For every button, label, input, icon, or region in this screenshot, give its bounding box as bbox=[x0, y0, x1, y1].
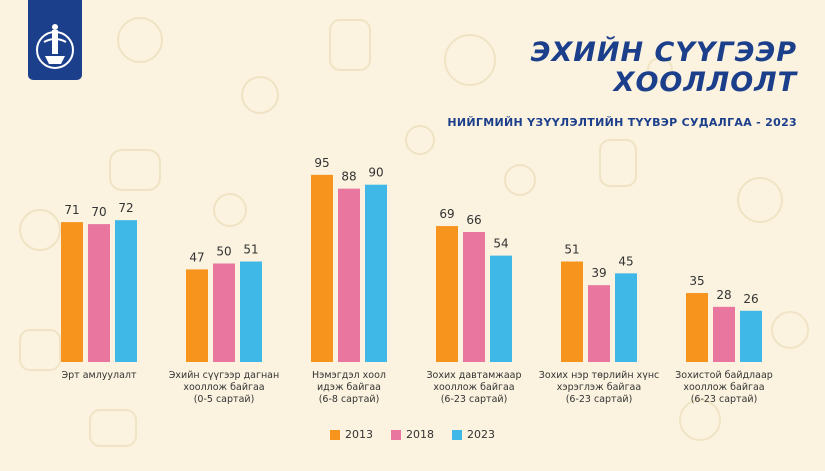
data-label-2023-cat6: 26 bbox=[743, 292, 758, 306]
category-label-3-line3: (6-8 сартай) bbox=[319, 394, 380, 405]
bar-2018-cat6 bbox=[713, 306, 735, 362]
data-label-2023-cat5: 45 bbox=[618, 254, 633, 268]
category-label-4-line3: (6-23 сартай) bbox=[441, 394, 508, 405]
legend-item-2013: 2013 bbox=[330, 428, 373, 441]
category-label-3-line1: Нэмэгдэл хоол bbox=[312, 370, 386, 381]
logo-badge bbox=[28, 0, 82, 80]
bar-2023-cat6 bbox=[740, 310, 762, 362]
bar-2018-cat5 bbox=[588, 285, 610, 362]
bar-2023-cat3 bbox=[365, 184, 387, 362]
data-label-2013-cat1: 71 bbox=[64, 203, 79, 217]
data-label-2023-cat1: 72 bbox=[118, 201, 133, 215]
category-label-4-line2: хооллож байгаа bbox=[433, 382, 514, 393]
legend-label-2018: 2018 bbox=[406, 428, 434, 441]
state-emblem-icon bbox=[36, 24, 74, 69]
title-line-2: ХООЛЛОЛТ bbox=[613, 67, 797, 98]
page-title: ЭХИЙН СҮҮГЭЭР ХООЛЛОЛТ bbox=[377, 38, 797, 98]
bar-2018-cat4 bbox=[463, 231, 485, 362]
bar-2013-cat1 bbox=[61, 222, 83, 362]
legend-label-2023: 2023 bbox=[467, 428, 495, 441]
bar-2013-cat3 bbox=[311, 174, 333, 362]
data-label-2018-cat5: 39 bbox=[591, 266, 606, 280]
legend-swatch-2018 bbox=[391, 429, 401, 440]
bar-2023-cat1 bbox=[115, 220, 137, 362]
category-label-2-line2: хооллож байгаа bbox=[183, 382, 264, 393]
category-label-4-line1: Зохих давтамжаар bbox=[426, 370, 521, 381]
data-label-2018-cat2: 50 bbox=[216, 245, 231, 259]
data-label-2013-cat3: 95 bbox=[314, 156, 329, 170]
data-label-2018-cat1: 70 bbox=[91, 205, 106, 219]
bar-2013-cat4 bbox=[436, 226, 458, 362]
category-label-3-line2: идэж байгаа bbox=[317, 382, 381, 393]
data-label-2018-cat3: 88 bbox=[341, 170, 356, 184]
category-label-6-line3: (6-23 сартай) bbox=[691, 394, 758, 405]
bar-2023-cat5 bbox=[615, 273, 637, 362]
bar-2013-cat5 bbox=[561, 261, 583, 362]
category-label-5-line1: Зохих нэр төрлийн хүнс bbox=[539, 370, 660, 381]
legend-swatch-2023 bbox=[452, 429, 462, 440]
category-label-2-line3: (0-5 сартай) bbox=[194, 394, 255, 405]
legend-item-2023: 2023 bbox=[452, 428, 495, 441]
data-label-2018-cat4: 66 bbox=[466, 213, 481, 227]
legend-label-2013: 2013 bbox=[345, 428, 373, 441]
data-label-2023-cat2: 51 bbox=[243, 243, 258, 257]
bar-2018-cat1 bbox=[88, 224, 110, 362]
data-label-2013-cat5: 51 bbox=[564, 243, 579, 257]
category-label-6-line2: хооллож байгаа bbox=[683, 382, 764, 393]
category-label-6-line1: Зохистой байдлаар bbox=[675, 370, 773, 381]
data-label-2013-cat2: 47 bbox=[189, 250, 204, 264]
category-label-5-line3: (6-23 сартай) bbox=[566, 394, 633, 405]
bar-2018-cat3 bbox=[338, 188, 360, 362]
category-label-1-line1: Эрт амлуулалт bbox=[61, 370, 136, 381]
bar-2013-cat6 bbox=[686, 293, 708, 362]
category-label-2-line1: Эхийн сүүгээр дагнан bbox=[169, 370, 279, 381]
chart-legend: 2013 2018 2023 bbox=[0, 428, 825, 441]
data-label-2018-cat6: 28 bbox=[716, 288, 731, 302]
bar-2018-cat2 bbox=[213, 263, 235, 362]
data-label-2023-cat4: 54 bbox=[493, 237, 508, 251]
bar-2013-cat2 bbox=[186, 269, 208, 362]
data-label-2013-cat6: 35 bbox=[689, 274, 704, 288]
data-label-2013-cat4: 69 bbox=[439, 207, 454, 221]
legend-swatch-2013 bbox=[330, 429, 340, 440]
bar-2023-cat2 bbox=[240, 261, 262, 362]
title-line-1: ЭХИЙН СҮҮГЭЭР bbox=[530, 37, 797, 68]
page-subtitle: НИЙГМИЙН ҮЗҮҮЛЭЛТИЙН ТҮҮВЭР СУДАЛГАА - 2… bbox=[447, 116, 797, 129]
bar-2023-cat4 bbox=[490, 255, 512, 362]
legend-item-2018: 2018 bbox=[391, 428, 434, 441]
data-label-2023-cat3: 90 bbox=[368, 166, 383, 180]
category-label-5-line2: хэрэглэж байгаа bbox=[557, 382, 641, 393]
